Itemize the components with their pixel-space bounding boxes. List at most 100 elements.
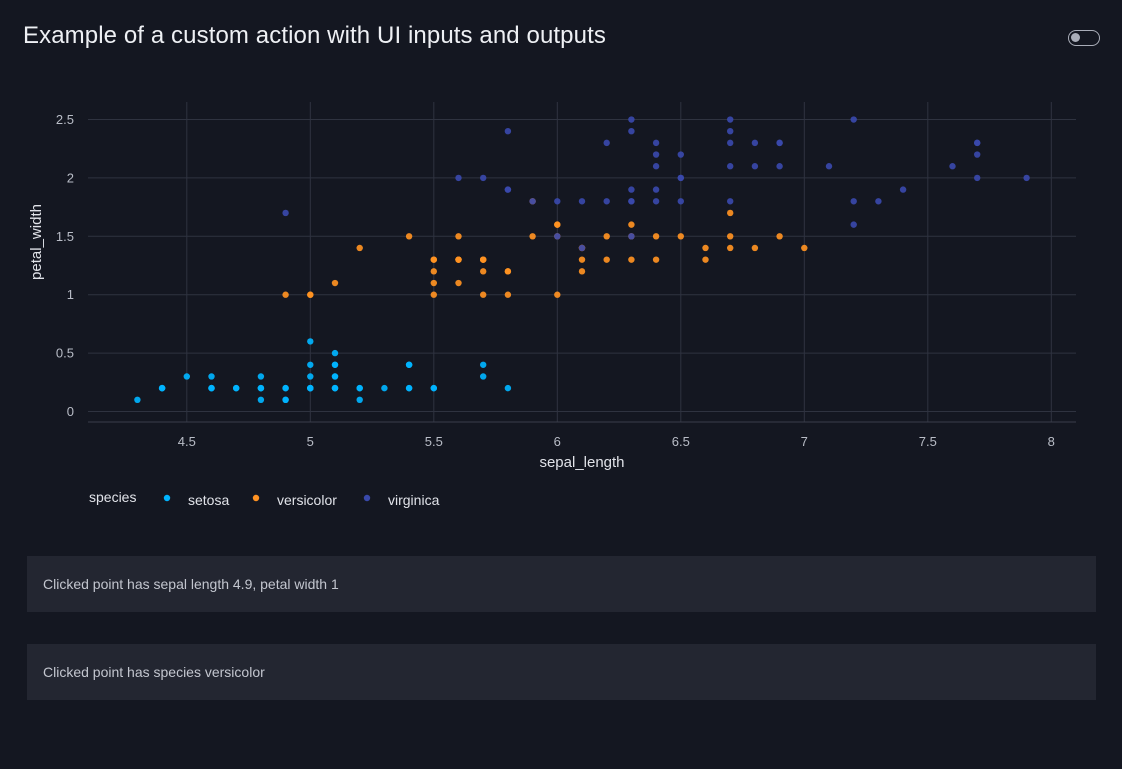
data-point-virginica: [628, 116, 635, 123]
data-point-setosa: [356, 384, 363, 392]
output-text-species: Clicked point has species versicolor: [43, 664, 265, 680]
x-tick-label: 8: [1048, 434, 1055, 449]
data-point-virginica: [899, 186, 907, 193]
data-point-versicolor: [702, 256, 709, 263]
data-point-versicolor: [727, 244, 734, 252]
legend-label-virginica: virginica: [388, 492, 440, 508]
y-axis-title: petal_width: [28, 204, 45, 280]
data-point-versicolor: [480, 268, 487, 275]
data-point-setosa: [307, 373, 314, 380]
data-point-virginica: [603, 198, 610, 205]
data-point-virginica: [677, 174, 684, 182]
page-title: Example of a custom action with UI input…: [23, 22, 606, 49]
data-point-versicolor: [430, 268, 437, 275]
data-point-virginica: [974, 151, 981, 158]
x-tick-label: 7: [801, 434, 808, 449]
theme-toggle[interactable]: [1068, 30, 1100, 46]
data-point-virginica: [603, 139, 610, 147]
legend-label-versicolor: versicolor: [277, 492, 337, 508]
data-point-virginica: [282, 209, 289, 217]
data-point-virginica: [850, 198, 857, 205]
output-card-species: Clicked point has species versicolor: [27, 644, 1096, 700]
y-tick-label: 1.5: [56, 229, 74, 244]
data-point-versicolor: [652, 256, 660, 263]
data-point-virginica: [578, 198, 586, 205]
data-point-virginica: [949, 163, 956, 170]
data-point-virginica: [652, 186, 660, 193]
x-tick-label: 7.5: [919, 434, 937, 449]
data-point-versicolor: [801, 244, 808, 252]
x-tick-label: 5.5: [425, 434, 443, 449]
data-point-setosa: [331, 384, 339, 392]
data-point-virginica: [875, 198, 882, 205]
data-point-virginica: [628, 198, 635, 205]
data-point-setosa: [480, 373, 487, 380]
data-point-setosa: [134, 396, 141, 404]
data-point-versicolor: [554, 291, 561, 298]
data-point-virginica: [652, 139, 660, 147]
data-point-versicolor: [578, 256, 586, 263]
data-point-virginica: [850, 221, 857, 228]
data-point-versicolor: [430, 256, 437, 263]
y-tick-label: 2.5: [56, 112, 74, 127]
legend: species setosa versicolor virginica: [89, 489, 440, 508]
data-point-virginica: [628, 186, 635, 193]
data-point-setosa: [257, 396, 265, 404]
x-tick-label: 5: [307, 434, 314, 449]
data-point-setosa: [405, 361, 413, 368]
data-point-virginica: [554, 233, 561, 240]
data-point-setosa: [307, 384, 314, 392]
data-point-versicolor: [480, 256, 487, 263]
toggle-knob: [1071, 33, 1080, 42]
data-point-virginica: [628, 127, 635, 135]
data-point-virginica: [677, 151, 684, 158]
data-point-versicolor: [480, 291, 487, 298]
data-point-setosa: [257, 373, 265, 380]
legend-marker-virginica: [363, 494, 371, 502]
data-point-setosa: [282, 384, 289, 392]
x-tick-label: 4.5: [178, 434, 196, 449]
data-point-setosa: [356, 396, 363, 404]
data-point-versicolor: [603, 233, 610, 240]
data-point-setosa: [282, 396, 289, 404]
data-point-versicolor: [727, 209, 734, 217]
data-point-virginica: [974, 139, 981, 147]
data-point-virginica: [776, 163, 783, 170]
data-point-versicolor: [430, 291, 437, 298]
data-point-setosa: [158, 384, 166, 392]
data-points: [134, 116, 1030, 404]
data-point-versicolor: [702, 244, 709, 252]
data-point-setosa: [208, 384, 215, 392]
data-point-versicolor: [307, 291, 314, 298]
data-point-setosa: [405, 384, 413, 392]
x-tick-label: 6: [554, 434, 561, 449]
data-point-setosa: [430, 384, 437, 392]
data-point-versicolor: [529, 233, 536, 240]
data-point-versicolor: [331, 279, 339, 287]
y-tick-label: 0: [67, 404, 74, 419]
data-point-setosa: [208, 373, 215, 380]
data-point-versicolor: [504, 268, 512, 275]
data-point-virginica: [652, 151, 660, 158]
legend-marker-versicolor: [252, 494, 260, 502]
data-point-virginica: [727, 198, 734, 205]
data-point-virginica: [677, 198, 684, 205]
data-point-virginica: [504, 127, 512, 135]
data-point-versicolor: [603, 256, 610, 263]
data-point-setosa: [307, 361, 314, 368]
data-point-versicolor: [628, 256, 635, 263]
x-axis-title: sepal_length: [539, 454, 624, 471]
data-point-virginica: [504, 186, 512, 193]
data-point-versicolor: [677, 233, 684, 240]
data-point-versicolor: [504, 291, 512, 298]
data-point-versicolor: [455, 233, 462, 240]
data-point-setosa: [480, 361, 487, 368]
grid-lines: [88, 102, 1076, 422]
scatter-plot-svg: 4.5 5 5.5 6 6.5 7 7.5 8 0 0.5 1 1.5 2 2.5 sepal_length…: [28, 102, 1076, 508]
scatter-chart: 4.5 5 5.5 6 6.5 7 7.5 8 0 0.5 1 1.5 2 2.5 sepal_length…: [0, 80, 1122, 530]
data-point-setosa: [381, 384, 388, 392]
data-point-virginica: [727, 163, 734, 170]
data-point-versicolor: [455, 279, 462, 287]
data-point-virginica: [529, 198, 536, 205]
data-point-virginica: [455, 174, 462, 182]
